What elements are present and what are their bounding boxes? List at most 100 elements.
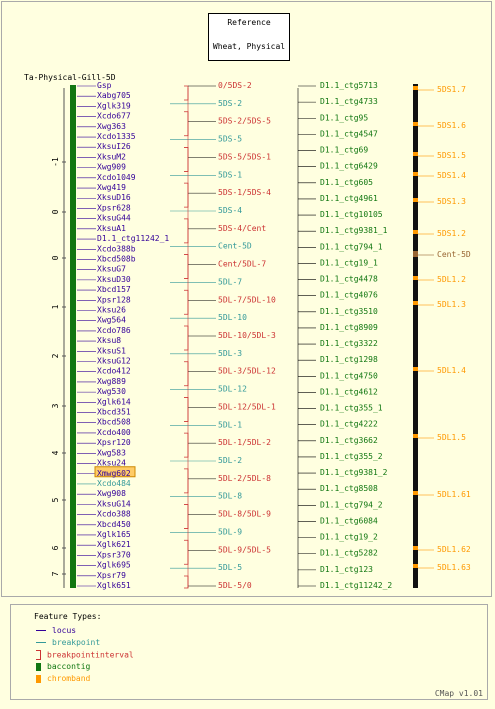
- locus-label[interactable]: Xksu24: [97, 459, 126, 468]
- chromband-label[interactable]: 5DL1.63: [437, 563, 471, 572]
- locus-label[interactable]: XksuD16: [97, 193, 131, 202]
- contig-label[interactable]: D1.1_ctg6429: [320, 162, 378, 171]
- locus-label[interactable]: Xcdo1335: [97, 132, 136, 141]
- locus-label[interactable]: Xpsr128: [97, 295, 131, 304]
- locus-label[interactable]: D1.1_ctg11242_1: [97, 234, 169, 243]
- interval-label[interactable]: 5DS-5: [218, 135, 242, 144]
- locus-label[interactable]: XksuA1: [97, 224, 126, 233]
- locus-label[interactable]: Xcdo412: [97, 367, 131, 376]
- locus-label[interactable]: Xcdo677: [97, 112, 131, 121]
- locus-label[interactable]: Xcdo786: [97, 326, 131, 335]
- interval-label[interactable]: 5DS-1/5DS-4: [218, 188, 271, 197]
- interval-label[interactable]: 5DL-3/5DL-12: [218, 367, 276, 376]
- locus-label[interactable]: Xbcd508b: [97, 254, 136, 263]
- contig-label[interactable]: D1.1_ctg4547: [320, 129, 378, 138]
- locus-label[interactable]: Xpsr79: [97, 571, 126, 580]
- locus-label[interactable]: Xmwg602: [97, 469, 131, 478]
- chromband-label[interactable]: 5DS1.3: [437, 197, 466, 206]
- locus-label[interactable]: XksuG14: [97, 499, 131, 508]
- locus-label[interactable]: XksuS1: [97, 346, 126, 355]
- contig-label[interactable]: D1.1_ctg794_2: [320, 500, 383, 509]
- chromband-label[interactable]: 5DL1.62: [437, 545, 471, 554]
- locus-label[interactable]: Xwg908: [97, 489, 126, 498]
- interval-label[interactable]: 5DL-5: [218, 563, 242, 572]
- locus-label[interactable]: Xksu26: [97, 305, 126, 314]
- contig-label[interactable]: D1.1_ctg1298: [320, 355, 378, 364]
- interval-label[interactable]: 5DS-1: [218, 170, 242, 179]
- contig-label[interactable]: D1.1_ctg6084: [320, 516, 378, 525]
- locus-label[interactable]: Xwg564: [97, 316, 126, 325]
- contig-label[interactable]: D1.1_ctg605: [320, 178, 373, 187]
- contig-label[interactable]: D1.1_ctg355_2: [320, 452, 383, 461]
- interval-label[interactable]: 5DL-2/5DL-8: [218, 474, 271, 483]
- interval-label[interactable]: 5DS-5/5DS-1: [218, 152, 271, 161]
- locus-label[interactable]: XksuG12: [97, 357, 131, 366]
- locus-label[interactable]: XksuG7: [97, 265, 126, 274]
- contig-label[interactable]: D1.1_ctg4612: [320, 387, 378, 396]
- chromband-label[interactable]: Cent-5D: [437, 250, 471, 259]
- contig-label[interactable]: D1.1_ctg9381_2: [320, 468, 388, 477]
- interval-label[interactable]: 5DL-9: [218, 527, 242, 536]
- chromband-label[interactable]: 5DS1.6: [437, 121, 466, 130]
- locus-label[interactable]: Xpsr120: [97, 438, 131, 447]
- chromband-label[interactable]: 5DS1.7: [437, 85, 466, 94]
- interval-label[interactable]: Cent/5DL-7: [218, 260, 266, 269]
- contig-label[interactable]: D1.1_ctg11242_2: [320, 581, 392, 590]
- locus-label[interactable]: Xcdo484: [97, 479, 131, 488]
- locus-label[interactable]: Xwg363: [97, 122, 126, 131]
- locus-label[interactable]: XksuI26: [97, 142, 131, 151]
- contig-label[interactable]: D1.1_ctg8508: [320, 484, 378, 493]
- locus-label[interactable]: XksuG44: [97, 214, 131, 223]
- interval-label[interactable]: 5DL-3: [218, 349, 242, 358]
- interval-label[interactable]: 5DS-4/Cent: [218, 224, 266, 233]
- locus-label[interactable]: Xglk695: [97, 561, 131, 570]
- reference-box[interactable]: Reference Wheat, Physical: [208, 13, 290, 61]
- map-title[interactable]: Ta-Physical-Gill-5D: [24, 73, 116, 82]
- chromband-label[interactable]: 5DS1.2: [437, 229, 466, 238]
- contig-label[interactable]: D1.1_ctg3662: [320, 436, 378, 445]
- contig-label[interactable]: D1.1_ctg4750: [320, 371, 378, 380]
- contig-label[interactable]: D1.1_ctg9381_1: [320, 226, 388, 235]
- contig-label[interactable]: D1.1_ctg95: [320, 113, 368, 122]
- contig-label[interactable]: D1.1_ctg4222: [320, 420, 378, 429]
- locus-label[interactable]: Gsp: [97, 81, 112, 90]
- locus-label[interactable]: XksuD30: [97, 275, 131, 284]
- interval-label[interactable]: 5DL-7/5DL-10: [218, 295, 276, 304]
- interval-label[interactable]: 5DS-4: [218, 206, 242, 215]
- locus-label[interactable]: Xglk651: [97, 581, 131, 590]
- contig-label[interactable]: D1.1_ctg4961: [320, 194, 378, 203]
- contig-label[interactable]: D1.1_ctg4733: [320, 97, 378, 106]
- interval-label[interactable]: 5DL-8/5DL-9: [218, 510, 271, 519]
- contig-label[interactable]: D1.1_ctg10105: [320, 210, 383, 219]
- interval-label[interactable]: 5DL-10: [218, 313, 247, 322]
- interval-label[interactable]: 5DL-5/0: [218, 581, 252, 590]
- interval-label[interactable]: 0/5DS-2: [218, 81, 252, 90]
- chromband-label[interactable]: 5DL1.61: [437, 490, 471, 499]
- interval-label[interactable]: 5DL-1: [218, 420, 242, 429]
- locus-label[interactable]: Xwg583: [97, 448, 126, 457]
- locus-label[interactable]: Xwg889: [97, 377, 126, 386]
- locus-label[interactable]: Xcdo400: [97, 428, 131, 437]
- locus-label[interactable]: Xksu8: [97, 336, 121, 345]
- interval-label[interactable]: 5DL-2: [218, 456, 242, 465]
- locus-label[interactable]: Xcdo1049: [97, 173, 136, 182]
- locus-label[interactable]: Xbcd450: [97, 520, 131, 529]
- locus-label[interactable]: Xpsr628: [97, 203, 131, 212]
- contig-label[interactable]: D1.1_ctg8909: [320, 323, 378, 332]
- chromband-label[interactable]: 5DL1.2: [437, 275, 466, 284]
- contig-label[interactable]: D1.1_ctg19_1: [320, 258, 378, 267]
- locus-label[interactable]: Xwg419: [97, 183, 126, 192]
- locus-label[interactable]: Xglk165: [97, 530, 131, 539]
- baccontig-bar-rect[interactable]: [70, 85, 76, 588]
- locus-label[interactable]: Xcdo388b: [97, 244, 136, 253]
- interval-label[interactable]: 5DS-2: [218, 99, 242, 108]
- locus-label[interactable]: Xglk319: [97, 101, 131, 110]
- locus-label[interactable]: Xbcd508: [97, 418, 131, 427]
- contig-label[interactable]: D1.1_ctg19_2: [320, 533, 378, 542]
- interval-label[interactable]: 5DL-8: [218, 492, 242, 501]
- chromband-label[interactable]: 5DL1.4: [437, 366, 466, 375]
- chromband-label[interactable]: 5DL1.3: [437, 300, 466, 309]
- chromband-label[interactable]: 5DS1.4: [437, 171, 466, 180]
- locus-label[interactable]: Xglk621: [97, 540, 131, 549]
- contig-label[interactable]: D1.1_ctg5282: [320, 549, 378, 558]
